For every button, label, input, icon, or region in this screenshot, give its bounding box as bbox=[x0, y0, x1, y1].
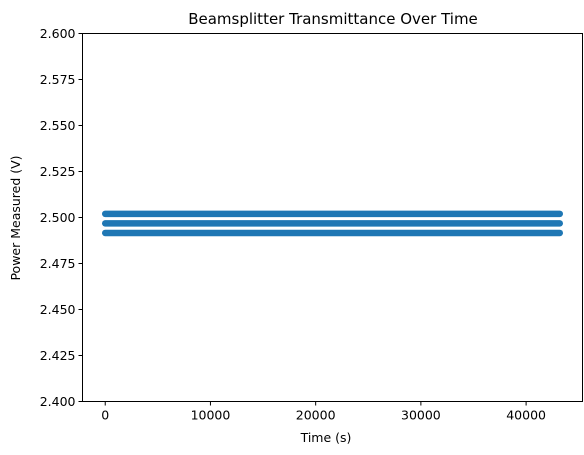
y-tick-label-4: 2.500 bbox=[40, 210, 76, 225]
x-axis-label: Time (s) bbox=[300, 430, 352, 445]
y-axis-label: Power Measured (V) bbox=[8, 155, 23, 280]
y-tick-label-2: 2.450 bbox=[40, 302, 76, 317]
y-tick-label-0: 2.400 bbox=[40, 394, 76, 409]
y-axis: 2.400 2.425 2.450 2.475 2.500 2.525 2.550 2.575… bbox=[40, 26, 83, 409]
y-tick-label-5: 2.525 bbox=[40, 164, 76, 179]
x-axis: 0 10000 20000 30000 40000 bbox=[101, 401, 546, 423]
x-tick-label-4: 40000 bbox=[506, 408, 546, 423]
y-tick-label-7: 2.575 bbox=[40, 72, 76, 87]
plot-frame bbox=[82, 33, 583, 402]
data-marks bbox=[101, 210, 564, 237]
chart-title: Beamsplitter Transmittance Over Time bbox=[188, 10, 478, 28]
y-tick-label-3: 2.475 bbox=[40, 256, 76, 271]
x-tick-label-3: 30000 bbox=[401, 408, 441, 423]
y-tick-label-6: 2.550 bbox=[40, 118, 76, 133]
x-tick-label-0: 0 bbox=[101, 408, 109, 423]
y-tick-label-1: 2.425 bbox=[40, 348, 76, 363]
x-tick-label-1: 10000 bbox=[191, 408, 231, 423]
x-tick-label-2: 20000 bbox=[296, 408, 336, 423]
y-tick-label-8: 2.600 bbox=[40, 26, 76, 41]
